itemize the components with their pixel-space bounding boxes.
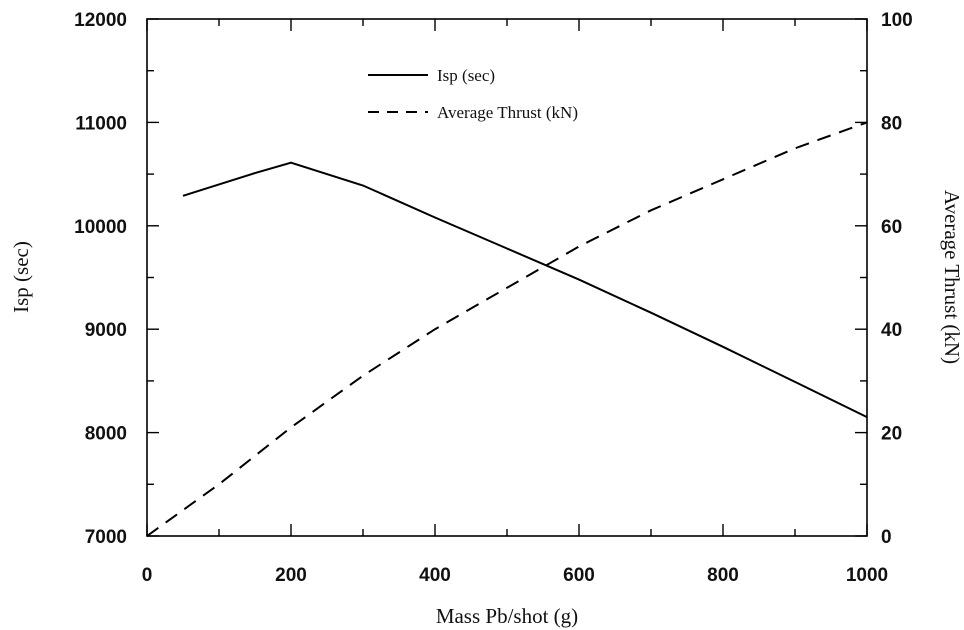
legend-label-isp: Isp (sec) (437, 66, 495, 85)
series-line-isp (182, 161, 868, 418)
x-tick-label: 600 (563, 565, 595, 586)
series-line-thrust (146, 121, 868, 537)
x-axis-title: Mass Pb/shot (g) (436, 604, 578, 628)
y-left-tick-label: 7000 (85, 527, 127, 548)
tick-marks (146, 18, 868, 537)
y-right-tick-label: 20 (881, 424, 902, 445)
x-tick-label: 200 (275, 565, 307, 586)
y-axis-title-left: Isp (sec) (9, 241, 33, 313)
tick-labels: 0 200 400 600 800 100070008000900010000110001… (74, 10, 913, 586)
plot-area-frame (146, 18, 868, 537)
y-left-tick-label: 10000 (74, 217, 127, 238)
x-tick-label: 0 (142, 565, 153, 586)
y-right-tick-label: 40 (881, 320, 902, 341)
x-tick-label: 800 (707, 565, 739, 586)
x-tick-label: 1000 (846, 565, 888, 586)
y-left-tick-label: 8000 (85, 424, 127, 445)
y-right-tick-label: 100 (881, 10, 913, 31)
y-right-tick-label: 60 (881, 217, 902, 238)
legend-label-thrust: Average Thrust (kN) (437, 103, 578, 122)
legend: Isp (sec) Average Thrust (kN) (368, 66, 578, 122)
series-layer (146, 121, 868, 537)
y-left-tick-label: 9000 (85, 320, 127, 341)
y-left-tick-label: 11000 (75, 113, 127, 134)
y-left-tick-label: 12000 (74, 10, 127, 31)
y-axis-title-right: Average Thrust (kN) (940, 190, 964, 364)
y-right-tick-label: 80 (881, 113, 902, 134)
x-tick-label: 400 (419, 565, 451, 586)
y-right-tick-label: 0 (881, 527, 892, 548)
